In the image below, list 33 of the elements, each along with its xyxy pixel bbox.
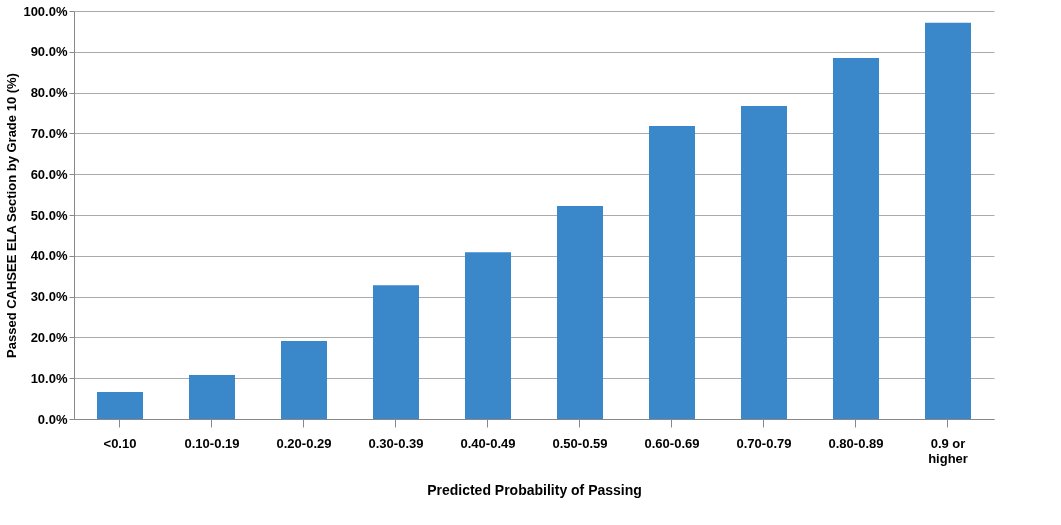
y-tick-label: 90.0%	[30, 44, 68, 60]
y-tick-label: 0.0%	[37, 411, 68, 427]
y-tick-label: 10.0%	[30, 370, 68, 386]
y-tick-label: 50.0%	[30, 207, 68, 223]
bar	[557, 206, 603, 419]
bar	[925, 22, 971, 419]
x-tick-label: 0.30-0.39	[368, 435, 424, 451]
x-tick-label: 0.20-0.29	[276, 435, 332, 451]
x-tick-label: 0.10-0.19	[184, 435, 240, 451]
bar	[465, 252, 511, 419]
bar	[373, 285, 419, 419]
y-tick-label: 60.0%	[30, 166, 68, 182]
bar	[649, 126, 695, 419]
bar	[741, 106, 787, 419]
y-tick-label: 80.0%	[30, 85, 68, 101]
bar	[281, 341, 327, 419]
y-tick-label: 100.0%	[23, 3, 68, 19]
y-tick-label: 30.0%	[30, 289, 68, 305]
bar	[189, 374, 235, 419]
x-tick-label: 0.9 or higher	[928, 435, 968, 466]
x-tick-label: 0.50-0.59	[552, 435, 608, 451]
x-tick-label: <0.10	[103, 435, 137, 451]
y-axis-title: Passed CAHSEE ELA Section by Grade 10 (%)	[4, 73, 20, 358]
y-tick-label: 40.0%	[30, 248, 68, 264]
x-tick-label: 0.80-0.89	[828, 435, 884, 451]
bar	[97, 392, 143, 419]
bar	[833, 57, 879, 419]
y-tick-label: 20.0%	[30, 329, 68, 345]
y-tick-label: 70.0%	[30, 125, 68, 141]
x-tick-label: 0.70-0.79	[736, 435, 792, 451]
x-axis-title: Predicted Probability of Passing	[427, 481, 642, 498]
x-tick-label: 0.60-0.69	[644, 435, 700, 451]
x-tick-label: 0.40-0.49	[460, 435, 516, 451]
